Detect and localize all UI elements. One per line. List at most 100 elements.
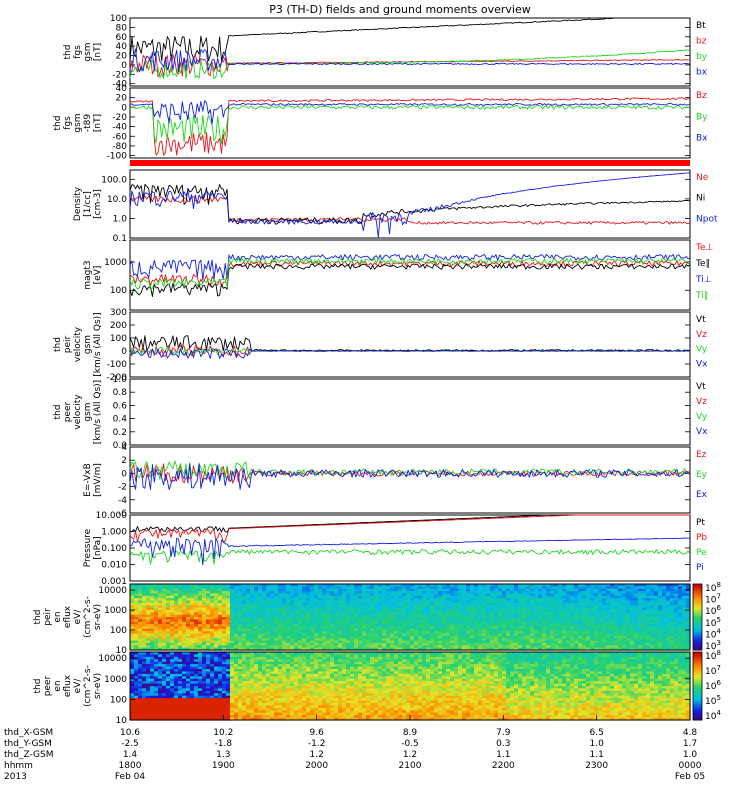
y-axis-label: Density xyxy=(73,186,83,221)
y-tick-label: 1000 xyxy=(104,606,127,616)
y-tick-label: 60 xyxy=(116,33,128,43)
y-axis-label: [km/s (All Qs)] xyxy=(93,312,103,376)
y-tick-label: 0 xyxy=(121,103,127,113)
y-axis-label: eflux xyxy=(63,674,73,697)
series-bz xyxy=(129,53,690,78)
y-axis-label: E=-VxB xyxy=(83,463,93,497)
y-tick-label: 0.1 xyxy=(113,234,127,244)
time-axis-tick-label: 9.6 xyxy=(310,728,325,738)
y-axis-label: sr-eV) xyxy=(93,673,103,699)
y-axis-label: [nT] xyxy=(93,43,103,61)
legend-entry: Bt xyxy=(696,21,706,31)
series-ni xyxy=(129,184,691,225)
y-tick-label: 1.0 xyxy=(113,214,128,224)
time-axis-tick-label: 8.9 xyxy=(403,728,418,738)
panel-frame xyxy=(129,87,691,159)
y-tick-label: 100 xyxy=(110,695,127,705)
legend-entry: Vz xyxy=(696,397,707,407)
panel-frame xyxy=(129,17,691,87)
y-tick-label: -100 xyxy=(107,360,128,370)
y-axis-label: eflux xyxy=(63,605,73,628)
time-axis-tick-label: -2.5 xyxy=(121,739,139,749)
y-tick-label: -2 xyxy=(118,483,127,493)
y-tick-label: 40 xyxy=(116,42,128,52)
legend-entry: Te∥ xyxy=(695,259,710,269)
y-tick-label: 100 xyxy=(110,334,127,344)
y-tick-label: 0 xyxy=(121,347,127,357)
legend-entry: Vx xyxy=(696,359,708,369)
y-tick-label: 10 xyxy=(116,646,128,656)
legend-entry: Ti∥ xyxy=(695,291,708,301)
time-axis-tick-label: 10.6 xyxy=(120,728,140,738)
y-axis-label: thd xyxy=(33,610,43,625)
y-axis-label: [mV/m] xyxy=(93,463,103,497)
y-tick-label: -4 xyxy=(118,496,127,506)
y-tick-label: 10000 xyxy=(98,654,127,664)
y-tick-label: 0.2 xyxy=(113,428,127,438)
y-axis-label: (cm^2-s- xyxy=(83,665,93,707)
y-axis-label: thd xyxy=(53,337,63,352)
legend-entry: Ey xyxy=(696,470,708,480)
y-tick-label: 0.4 xyxy=(113,415,128,425)
time-axis-tick-label: 1.2 xyxy=(310,750,324,760)
series-tper_e xyxy=(129,260,691,287)
legend-entry: Bz xyxy=(696,91,707,101)
y-axis-label: magt3 xyxy=(83,260,93,289)
legend-entry: Vt xyxy=(696,315,706,325)
legend-entry: Ez xyxy=(696,450,707,460)
y-tick-label: 0.010 xyxy=(101,561,127,571)
time-axis-row-label: 2013 xyxy=(4,772,27,782)
y-tick-label: 10.000 xyxy=(96,511,128,521)
legend-entry: Vy xyxy=(696,345,708,355)
panel-frame xyxy=(129,514,691,582)
y-axis-label: fgs xyxy=(73,45,83,59)
series-bx xyxy=(129,100,691,125)
panel-5: 300 200 100 0 -100 -200 thd peir velocity gsm [km/… xyxy=(53,308,708,383)
time-axis-tick-label: 1800 xyxy=(119,761,142,771)
y-tick-label: -80 xyxy=(112,142,127,152)
time-axis-tick-label: 7.9 xyxy=(496,728,511,738)
y-axis-label: thd xyxy=(53,405,63,420)
legend-entry: Vt xyxy=(696,382,706,392)
y-axis-label: gsm xyxy=(83,42,93,61)
legend-entry: Te⊥ xyxy=(695,243,714,253)
legend-entry: Bx xyxy=(696,134,708,144)
y-axis-label: -t89 xyxy=(83,114,93,133)
time-axis-tick-label: 1900 xyxy=(212,761,235,771)
y-axis-label: peer xyxy=(63,401,73,422)
colorbar-tick-label: 105 xyxy=(705,616,721,629)
time-axis-tick-label: 6.5 xyxy=(590,728,604,738)
y-tick-label: 10000 xyxy=(98,586,127,596)
y-tick-label: 10.0 xyxy=(107,195,127,205)
legend-entry: Vx xyxy=(696,427,708,437)
colorbar-tick-label: 105 xyxy=(705,694,721,707)
series-pb xyxy=(129,514,690,544)
time-axis-tick-label: 0000 xyxy=(679,761,702,771)
time-axis-tick-label: 2100 xyxy=(399,761,422,771)
panel-7: 4 2 0 -2 -4 -6 E=-VxB [mV/m] Ez Ey Ex xyxy=(83,443,708,519)
y-tick-label: 2 xyxy=(121,456,127,466)
legend-entry: Pb xyxy=(696,533,707,543)
y-axis-label: gsm xyxy=(73,113,83,132)
y-tick-label: 300 xyxy=(110,308,127,318)
panel-frame xyxy=(129,378,691,446)
colorbar-tick-label: 103 xyxy=(705,639,721,652)
y-tick-label: 100 xyxy=(110,14,127,24)
y-tick-label: -20 xyxy=(112,70,127,80)
time-axis-tick-label: 1.7 xyxy=(683,739,697,749)
y-tick-label: 40 xyxy=(116,84,128,94)
y-tick-label: -20 xyxy=(112,113,127,123)
y-axis-label: (cm^2-s- xyxy=(83,596,93,638)
legend-entry: bz xyxy=(696,37,707,47)
y-axis-label: fgs xyxy=(63,116,73,130)
series-pi xyxy=(129,537,691,566)
time-axis-row-label: thd_X-GSM xyxy=(4,728,53,738)
y-axis-label: velocity xyxy=(73,394,83,430)
y-axis-label: thd xyxy=(63,45,73,60)
colorbar-tick-label: 104 xyxy=(705,709,721,722)
y-axis-label: en xyxy=(53,611,63,622)
series-pe xyxy=(129,549,691,565)
series-by xyxy=(129,104,691,144)
colorbar-2: 108 107 106 105 104 xyxy=(692,649,721,722)
